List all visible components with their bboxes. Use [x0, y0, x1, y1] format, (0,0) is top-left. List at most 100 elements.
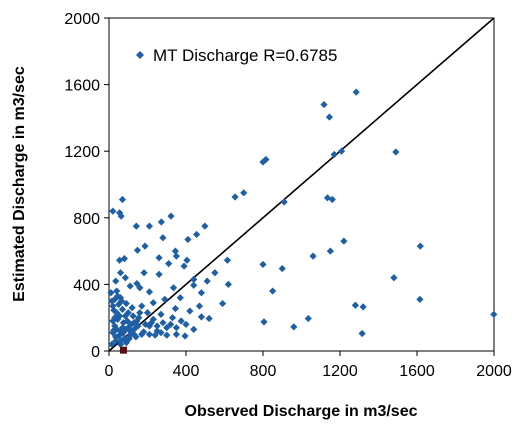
- diamond-point: [136, 309, 144, 317]
- diamond-point: [153, 327, 161, 335]
- diamond-point: [203, 277, 211, 285]
- diamond-point: [190, 281, 198, 289]
- diamond-point: [172, 252, 180, 260]
- y-tick-label: 2000: [64, 11, 100, 28]
- diamond-point: [111, 322, 119, 330]
- diamond-point: [330, 150, 338, 159]
- points-layer: [107, 88, 498, 354]
- x-axis-title: Observed Discharge in m3/sec: [185, 403, 418, 420]
- diamond-point: [182, 320, 190, 328]
- diamond-point: [231, 193, 239, 201]
- diamond-point: [117, 297, 126, 305]
- diamond-point: [328, 195, 336, 204]
- diamond-point: [128, 304, 136, 312]
- diamond-point: [116, 330, 125, 338]
- x-tick-label: 1600: [399, 363, 435, 380]
- legend-marker-diamond: [136, 51, 144, 59]
- diamond-point: [197, 289, 205, 297]
- diamond-point: [145, 288, 154, 296]
- diamond-point: [130, 325, 138, 333]
- y-tick-label: 800: [73, 211, 100, 228]
- diamond-point: [205, 314, 213, 323]
- diamond-point: [140, 328, 148, 336]
- diamond-point: [259, 260, 267, 269]
- diamond-point: [172, 330, 180, 338]
- diamond-point: [111, 314, 119, 322]
- diamond-point: [134, 322, 142, 330]
- diamond-point: [176, 294, 184, 302]
- diamond-point: [110, 306, 118, 314]
- diamond-point: [112, 333, 120, 341]
- diamond-point: [259, 158, 267, 166]
- diamond-point: [109, 207, 117, 215]
- diamond-point: [223, 256, 231, 264]
- diamond-point: [129, 312, 137, 320]
- diamond-point: [140, 269, 148, 277]
- diamond-point: [180, 262, 188, 270]
- diamond-point: [127, 320, 135, 328]
- diamond-point: [157, 310, 165, 318]
- diamond-point: [163, 331, 171, 339]
- diamond-point: [390, 274, 398, 282]
- diamond-point: [184, 235, 192, 244]
- diamond-point: [186, 307, 194, 315]
- diamond-point: [416, 242, 424, 250]
- y-tick-label: 1200: [64, 144, 100, 161]
- diamond-point: [121, 312, 129, 320]
- diamond-point: [224, 280, 232, 288]
- diamond-point: [116, 269, 125, 277]
- diamond-point: [190, 325, 198, 333]
- diamond-point: [269, 287, 277, 295]
- diamond-point: [358, 329, 366, 338]
- diamond-point: [121, 325, 129, 333]
- x-tick-label: 400: [173, 363, 200, 380]
- diamond-point: [183, 256, 191, 264]
- diamond-point: [171, 247, 180, 255]
- diamond-point: [392, 148, 400, 156]
- diamond-point: [190, 275, 198, 284]
- legend-label: MT Discharge R=0.6785: [153, 46, 337, 65]
- diamond-point: [165, 259, 173, 268]
- diamond-point: [171, 304, 180, 313]
- tick-layer: 0 400 800 1200 1600 2000 0 400 800 1200 1600 2000: [64, 11, 511, 380]
- diamond-point: [167, 212, 175, 220]
- diamond-point: [337, 147, 346, 155]
- diamond-point: [149, 315, 157, 323]
- diamond-point: [169, 284, 178, 292]
- diamond-point: [133, 246, 142, 254]
- diamond-point: [116, 294, 125, 302]
- diamond-point: [110, 326, 118, 334]
- diamond-point: [114, 292, 122, 300]
- diamond-point: [145, 330, 154, 338]
- diamond-point: [125, 334, 133, 343]
- y-tick-label: 400: [73, 277, 100, 294]
- x-tick-label: 2000: [476, 363, 512, 380]
- diamond-point: [115, 312, 124, 320]
- diamond-point: [280, 198, 288, 206]
- diamond-point: [490, 310, 498, 318]
- diamond-point: [141, 320, 150, 328]
- diamond-point: [133, 317, 141, 325]
- y-tick-label: 0: [91, 344, 100, 361]
- diamond-point: [325, 113, 334, 121]
- diamond-point: [107, 289, 115, 297]
- diamond-point: [121, 274, 129, 282]
- diamond-point: [159, 319, 167, 327]
- diamond-point: [157, 218, 165, 226]
- diamond-point: [109, 317, 117, 325]
- diamond-point: [197, 313, 205, 321]
- diamond-point: [416, 295, 424, 303]
- diamond-point: [145, 322, 154, 330]
- diamond-point: [260, 318, 268, 326]
- diamond-point: [278, 264, 286, 273]
- diamond-point: [126, 282, 134, 290]
- legend: MT Discharge R=0.6785: [136, 46, 337, 65]
- diamond-point: [149, 299, 157, 307]
- diamond-point: [195, 302, 204, 310]
- diamond-point: [151, 331, 159, 339]
- diamond-point: [323, 194, 332, 202]
- diamond-point: [161, 295, 169, 303]
- diamond-point: [168, 314, 177, 322]
- diamond-point: [153, 322, 161, 330]
